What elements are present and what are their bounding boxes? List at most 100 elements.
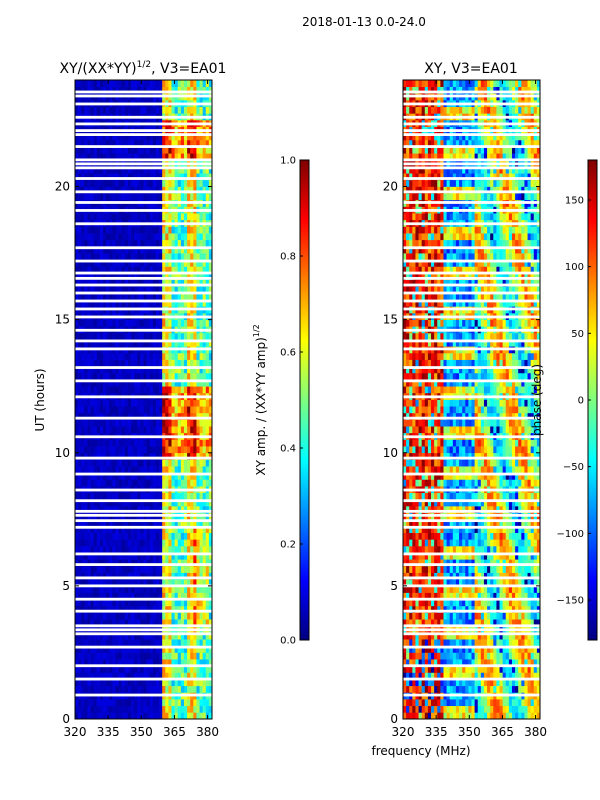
heatmap-cell — [146, 525, 151, 533]
heatmap-cell — [159, 253, 163, 261]
heatmap-cell — [168, 246, 172, 254]
heatmap-cell — [143, 619, 147, 627]
heatmap-cell — [134, 213, 138, 221]
heatmap-cell — [187, 332, 191, 340]
heatmap-cell — [409, 619, 413, 627]
heatmap-cell — [78, 665, 82, 673]
heatmap-cell — [109, 153, 113, 161]
heatmap-cell — [480, 705, 485, 713]
heatmap-cell — [124, 253, 129, 261]
heatmap-cell — [468, 712, 472, 720]
heatmap-cell — [187, 659, 191, 667]
heatmap-cell — [87, 459, 91, 467]
heatmap-cell — [162, 279, 166, 287]
heatmap-cell — [162, 506, 166, 514]
heatmap-cell — [171, 712, 175, 720]
heatmap-cell — [99, 239, 104, 247]
heatmap-cell — [127, 506, 132, 514]
amplitude-colorbar-gradient — [299, 159, 310, 641]
heatmap-cell — [165, 439, 169, 447]
heatmap-cell — [99, 233, 104, 241]
heatmap-cell — [124, 406, 129, 414]
heatmap-cell — [162, 679, 166, 687]
heatmap-cell — [127, 685, 132, 693]
heatmap-cell — [524, 652, 528, 660]
flagged-row — [75, 339, 212, 343]
heatmap-cell — [124, 665, 129, 673]
heatmap-cell — [536, 672, 541, 680]
heatmap-cell — [502, 672, 507, 680]
heatmap-cell — [446, 705, 451, 713]
heatmap-cell — [143, 525, 147, 533]
heatmap-cell — [208, 459, 213, 467]
heatmap-cell — [190, 339, 194, 347]
heatmap-cell — [418, 632, 423, 640]
heatmap-cell — [81, 372, 85, 380]
phase-panel-title: XY, V3=EA01 — [424, 61, 518, 77]
heatmap-cell — [87, 339, 91, 347]
heatmap-cell — [205, 665, 210, 673]
heatmap-cell — [140, 386, 144, 394]
heatmap-cell — [96, 299, 101, 307]
heatmap-cell — [208, 166, 213, 174]
heatmap-cell — [149, 239, 154, 247]
flagged-row — [75, 271, 212, 275]
heatmap-cell — [202, 499, 207, 507]
heatmap-cell — [87, 572, 91, 580]
heatmap-cell — [193, 332, 197, 340]
heatmap-cell — [134, 632, 138, 640]
heatmap-cell — [81, 246, 85, 254]
heatmap-cell — [177, 139, 182, 147]
heatmap-cell — [93, 419, 98, 427]
heatmap-cell — [177, 86, 182, 94]
heatmap-cell — [165, 605, 169, 613]
heatmap-cell — [490, 672, 494, 680]
heatmap-cell — [412, 619, 416, 627]
heatmap-cell — [155, 412, 160, 420]
heatmap-cell — [75, 133, 79, 141]
heatmap-cell — [75, 599, 79, 607]
heatmap-cell — [162, 213, 166, 221]
heatmap-cell — [106, 372, 110, 380]
heatmap-cell — [162, 226, 166, 234]
heatmap-cell — [162, 532, 166, 540]
heatmap-cell — [183, 412, 188, 420]
heatmap-cell — [115, 679, 119, 687]
heatmap-cell — [81, 86, 85, 94]
heatmap-cell — [496, 645, 500, 653]
heatmap-cell — [505, 639, 510, 647]
heatmap-cell — [96, 286, 101, 294]
heatmap-cell — [177, 472, 182, 480]
heatmap-cell — [174, 705, 179, 713]
heatmap-cell — [81, 565, 85, 573]
heatmap-cell — [109, 499, 113, 507]
heatmap-cell — [190, 299, 194, 307]
heatmap-cell — [84, 266, 88, 274]
heatmap-cell — [155, 239, 160, 247]
heatmap-cell — [112, 559, 116, 567]
heatmap-cell — [106, 273, 110, 281]
heatmap-cell — [103, 166, 107, 174]
heatmap-cell — [118, 479, 123, 487]
heatmap-cell — [190, 366, 194, 374]
heatmap-cell — [146, 352, 151, 360]
heatmap-cell — [180, 379, 185, 387]
heatmap-cell — [106, 419, 110, 427]
heatmap-cell — [137, 146, 141, 154]
heatmap-cell — [115, 439, 119, 447]
heatmap-cell — [196, 406, 200, 414]
heatmap-cell — [152, 559, 157, 567]
heatmap-cell — [515, 679, 519, 687]
heatmap-cell — [168, 446, 172, 454]
heatmap-cell — [99, 459, 104, 467]
y-axis-label: UT (hours) — [33, 368, 47, 431]
heatmap-cell — [140, 166, 144, 174]
heatmap-cell — [131, 286, 135, 294]
y-tick-label: 20 — [55, 180, 70, 194]
heatmap-cell — [106, 639, 110, 647]
heatmap-cell — [177, 266, 182, 274]
heatmap-cell — [196, 332, 200, 340]
heatmap-cell — [533, 679, 538, 687]
heatmap-cell — [96, 246, 101, 254]
y-tick-label: 5 — [62, 579, 70, 593]
